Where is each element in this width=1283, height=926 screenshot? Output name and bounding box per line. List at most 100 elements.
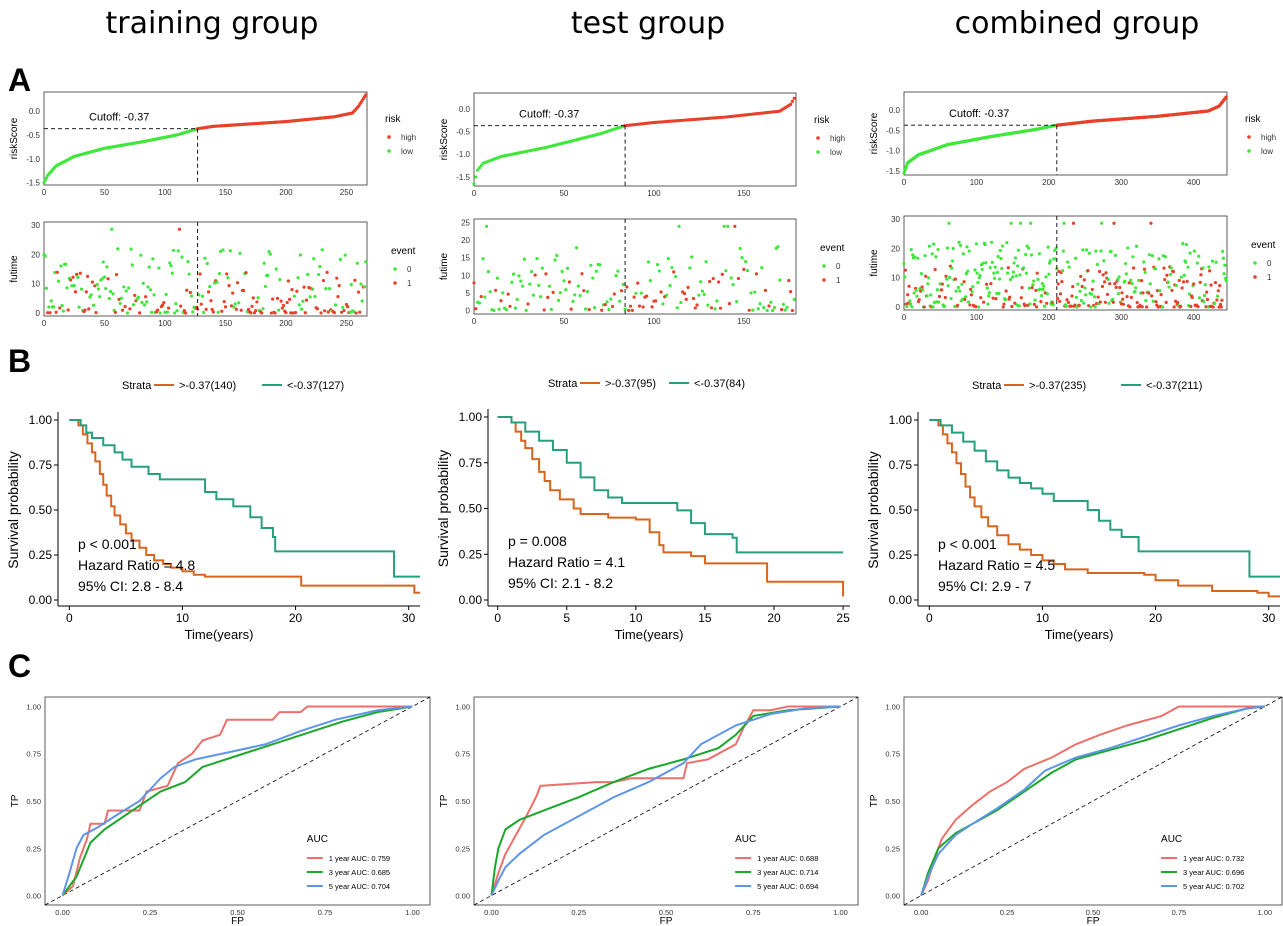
futime-point: [1202, 293, 1207, 298]
futime-point: [164, 292, 168, 296]
futime-point: [206, 290, 211, 294]
legend-dot-0: [393, 267, 397, 271]
x-tick-label: 0.25: [1000, 908, 1015, 917]
futime-point: [587, 308, 591, 312]
diagonal-reference: [44, 696, 431, 906]
futime-point: [304, 298, 309, 302]
x-tick-label: 20: [767, 611, 781, 625]
futime-point: [1139, 279, 1144, 283]
futime-point: [180, 255, 184, 259]
futime-point: [1149, 221, 1153, 225]
futime-point: [1066, 260, 1070, 264]
y-tick-label: 0.25: [459, 547, 483, 561]
futime-point: [483, 295, 487, 299]
futime-point: [1110, 297, 1115, 301]
futime-point: [308, 295, 312, 299]
futime-point: [931, 305, 935, 309]
futime-point: [1055, 296, 1060, 301]
futime-point: [1065, 298, 1069, 302]
risk-point: [44, 176, 49, 180]
futime-point: [479, 294, 483, 299]
futime-point: [48, 311, 52, 315]
futime-point: [902, 261, 906, 266]
legend-label: high: [1261, 133, 1276, 142]
futime-point: [1066, 300, 1070, 304]
futime-point: [61, 309, 65, 313]
futime-point: [760, 265, 764, 270]
futime-point: [90, 280, 94, 284]
x-tick-label: 10: [629, 611, 643, 625]
futime-point: [1218, 302, 1223, 307]
x-tick-label: 0: [902, 178, 907, 187]
futime-point: [974, 305, 978, 309]
km-annotation: p = 0.008: [508, 533, 567, 549]
futime-point: [142, 303, 147, 307]
futime-point: [296, 276, 300, 280]
futime-point: [359, 282, 363, 286]
futime-point: [926, 282, 930, 286]
x-tick-label: 20: [289, 611, 303, 625]
futime-point: [198, 272, 202, 276]
futime-point: [686, 285, 690, 290]
futime-point: [704, 260, 708, 264]
futime-point: [715, 299, 719, 303]
futime-point: [769, 300, 773, 304]
futime-point: [251, 296, 255, 300]
futime-point: [917, 298, 921, 302]
km-curve-high: [929, 419, 1280, 598]
futime-point: [519, 279, 523, 283]
futime-point: [1018, 221, 1023, 225]
legend-label: 0: [1267, 259, 1272, 268]
futime-point: [320, 248, 324, 252]
futime-point: [65, 286, 69, 290]
futime-point: [688, 266, 692, 270]
futime-point: [1082, 278, 1086, 282]
futime-point: [621, 282, 625, 287]
y-axis-label: futime: [9, 255, 20, 283]
futime-point: [979, 296, 983, 300]
y-tick-label: 0.25: [26, 844, 41, 853]
x-tick-label: 400: [1187, 313, 1201, 322]
futime-point: [179, 304, 183, 308]
futime-point: [187, 272, 191, 276]
futime-point: [324, 287, 328, 291]
futime-point: [118, 301, 122, 305]
futime-point: [792, 297, 796, 302]
futime-point: [121, 308, 125, 312]
futime-point: [515, 297, 519, 302]
futime-point: [220, 309, 224, 313]
futime-point: [1221, 249, 1225, 253]
futime-point: [1061, 249, 1065, 253]
futime-point: [947, 221, 951, 225]
futime-point: [731, 283, 735, 287]
futime-point: [700, 289, 705, 293]
futime-point: [208, 285, 212, 289]
futime-point: [1016, 264, 1020, 268]
plot-frame: [903, 696, 1283, 906]
futime-point: [1027, 286, 1031, 290]
futime-point: [997, 277, 1002, 281]
plot-frame: [43, 91, 368, 186]
risk-point: [474, 175, 478, 179]
futime-point: [77, 305, 81, 309]
futime-point: [113, 310, 117, 315]
futime-point: [772, 306, 777, 310]
futime-point: [964, 272, 968, 276]
futime-point: [1184, 260, 1188, 264]
futime-point: [140, 300, 144, 305]
futime-point: [1076, 282, 1080, 286]
futime-point: [173, 311, 177, 315]
futime-point: [1215, 294, 1220, 298]
futime-point: [903, 275, 907, 279]
futime-point: [94, 310, 98, 315]
futime-point: [1021, 266, 1026, 270]
futime-point: [130, 263, 134, 267]
futime-point: [237, 301, 241, 305]
y-tick-label: 0.50: [455, 797, 470, 806]
futime-point: [266, 273, 270, 277]
futime-point: [1094, 249, 1098, 253]
y-tick-label: 20: [31, 250, 40, 259]
futime-point: [922, 305, 926, 309]
futime-point: [268, 252, 272, 256]
futime-point: [102, 275, 107, 279]
